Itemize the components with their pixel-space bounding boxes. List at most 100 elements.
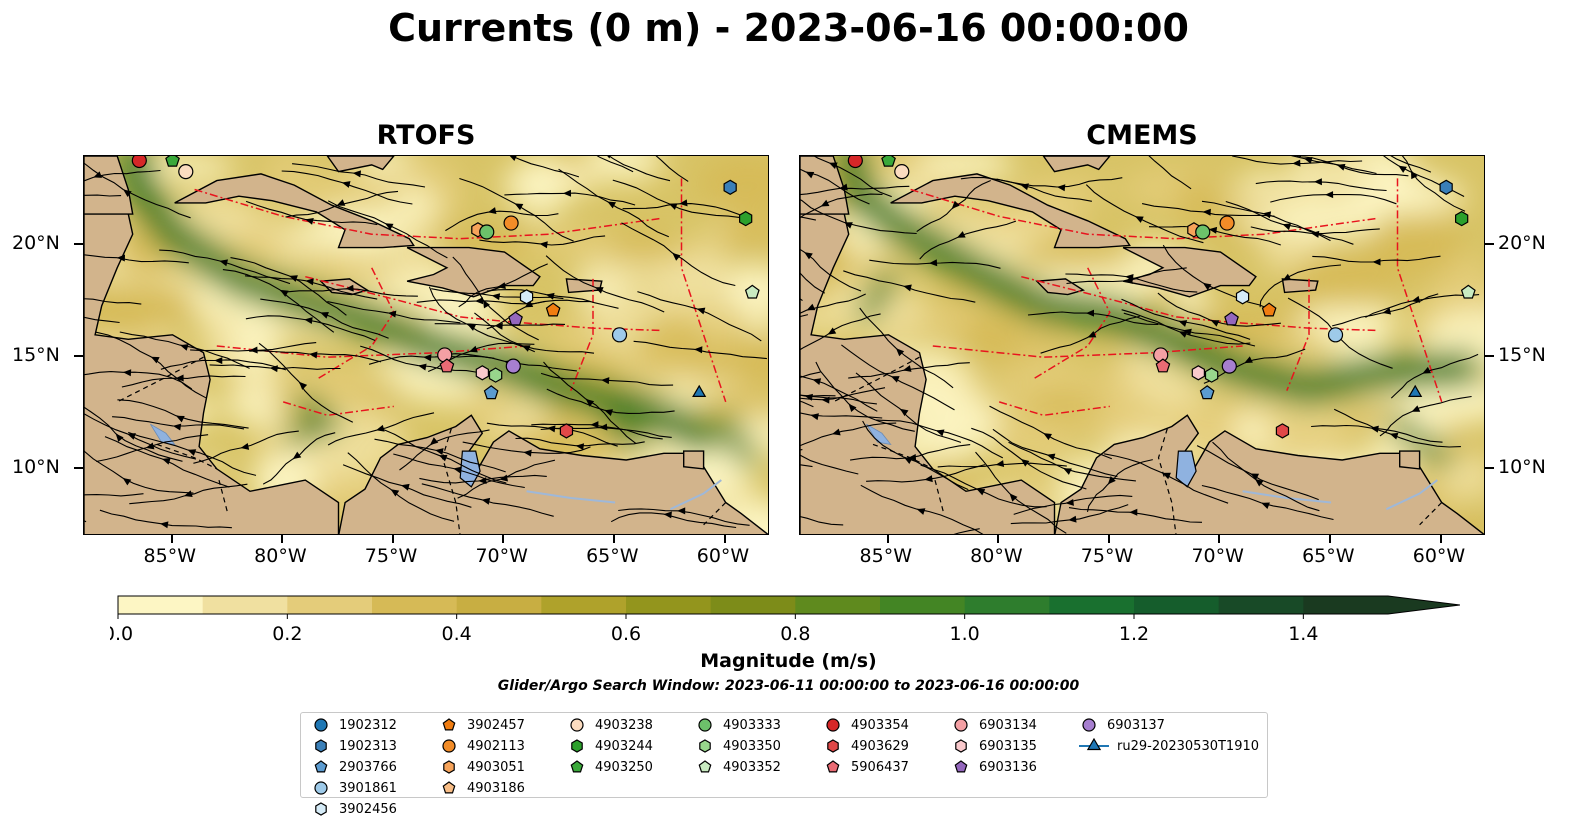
streamline-arrow [1135,216,1144,223]
map-panel-rtofs[interactable] [83,155,769,535]
country-border [934,479,945,514]
lon-tick-mark [613,535,616,543]
land-southAmerica [1054,414,1484,534]
lake-nicaragua [150,423,176,445]
legend-item-4903238: 4903238 [567,715,653,735]
platform-marker-3902457 [1261,302,1277,317]
colorbar-tick-label: 1.2 [1119,623,1149,645]
platform-marker-4903352 [1460,284,1476,299]
streamline-arrow [487,207,497,215]
streamline-arrow [469,345,478,353]
streamline-arrow [696,307,706,315]
streamline-arrow [1292,159,1301,167]
streamline-arrow [187,449,197,456]
legend-label: 3902457 [467,717,525,733]
colorbar-segment [1134,596,1220,614]
legend-label: 1902312 [339,717,397,733]
legend-label: 4902113 [467,738,525,754]
streamline-arrow [180,344,189,351]
hexagon-marker-icon [955,739,967,753]
platform-marker-6903136 [1224,311,1239,326]
platform-marker-4903250 [165,156,180,167]
streamline-arrow [935,429,945,437]
streamline-arrow [547,425,556,433]
streamline-arrow [1063,468,1072,475]
streamline-arrow [497,282,506,290]
lon-tick-label: 65°W [1302,545,1355,567]
streamline-arrow [309,351,318,359]
streamline-arrow [184,490,193,498]
lon-tick-mark [886,535,889,543]
legend-label: 4903250 [595,759,653,775]
streamline-arrow [1129,508,1138,516]
streamline-arrow [1107,476,1116,485]
legend-item-4903244: 4903244 [567,736,653,756]
streamline-arrow [1244,356,1253,364]
colorbar-tick-label: 0.6 [611,623,641,645]
map-canvas-cmems [800,156,1484,534]
platform-marker-6903134 [1153,347,1169,363]
platform-marker-2903766 [1199,385,1215,400]
platform-marker-4903238 [178,164,194,180]
streamline-arrow [1208,226,1218,234]
lon-tick-label: 80°W [254,545,307,567]
lat-tick-label: 20°N [1498,232,1546,255]
platform-marker-4903333 [1195,224,1211,240]
streamline-arrow [828,162,838,169]
land-bahamas [326,156,395,173]
streamline-arrow [929,259,938,267]
platform-marker-4903238 [894,164,910,180]
legend-item-4903354: 4903354 [823,715,909,735]
streamline-arrow [162,457,171,465]
streamline-arrow [160,521,169,529]
legend-label: 4903352 [723,759,781,775]
colorbar-extend-arrow [1303,596,1460,614]
streamline-arrow [1313,178,1322,186]
platform-marker-6903134 [437,347,453,363]
platform-marker-4903352 [744,284,760,299]
lon-tick-label: 75°W [1080,545,1134,567]
legend-label: 2903766 [339,759,397,775]
land-yucatanTop [84,156,134,215]
platform-marker-4903244 [738,210,753,227]
hexagon-marker-icon [699,739,711,753]
land-southAmerica [338,414,768,534]
streamline-arrow [603,156,613,159]
streamline-arrow [1020,459,1030,467]
streamline-arrow [1254,478,1264,487]
streamline-arrow [289,275,298,282]
legend-label: 4903244 [595,738,653,754]
colorbar-segment [287,596,373,614]
streamline-arrow [376,424,385,432]
platform-marker-2903766 [483,385,499,400]
legend-item-2903766: 2903766 [311,757,397,777]
map-panel-cmems[interactable] [799,155,1485,535]
platform-marker-4903244 [1454,210,1469,227]
streamline-arrow [345,284,354,292]
legend-item-6903137: 6903137 [1079,715,1165,735]
streamline-arrow [115,433,124,442]
lon-tick-label: 85°W [143,545,196,567]
streamline-arrow [1125,273,1134,281]
streamline-arrow [563,189,572,197]
lat-tick-mark [74,466,83,469]
streamline-arrow [305,218,314,225]
colorbar-segment [1049,596,1135,614]
lon-tick-mark [502,535,505,543]
streamline-arrow [1325,191,1334,199]
platform-marker-4903350 [488,367,503,383]
pentagon-marker-icon [570,760,584,773]
river [526,490,616,504]
colorbar-tick-label: 1.4 [1288,623,1318,645]
streamline-arrow [1020,183,1029,191]
legend-label: 3901861 [339,780,397,796]
lon-tick-mark [170,535,173,543]
streamline-arrow [1009,493,1018,502]
streamline-arrow [1178,320,1188,327]
streamline-arrow [677,507,686,515]
legend-label: 6903134 [979,717,1037,733]
colorbar-segment [1218,596,1304,614]
eez-boundary [570,278,594,391]
streamline-arrow [1162,472,1171,480]
country-border [116,356,204,403]
